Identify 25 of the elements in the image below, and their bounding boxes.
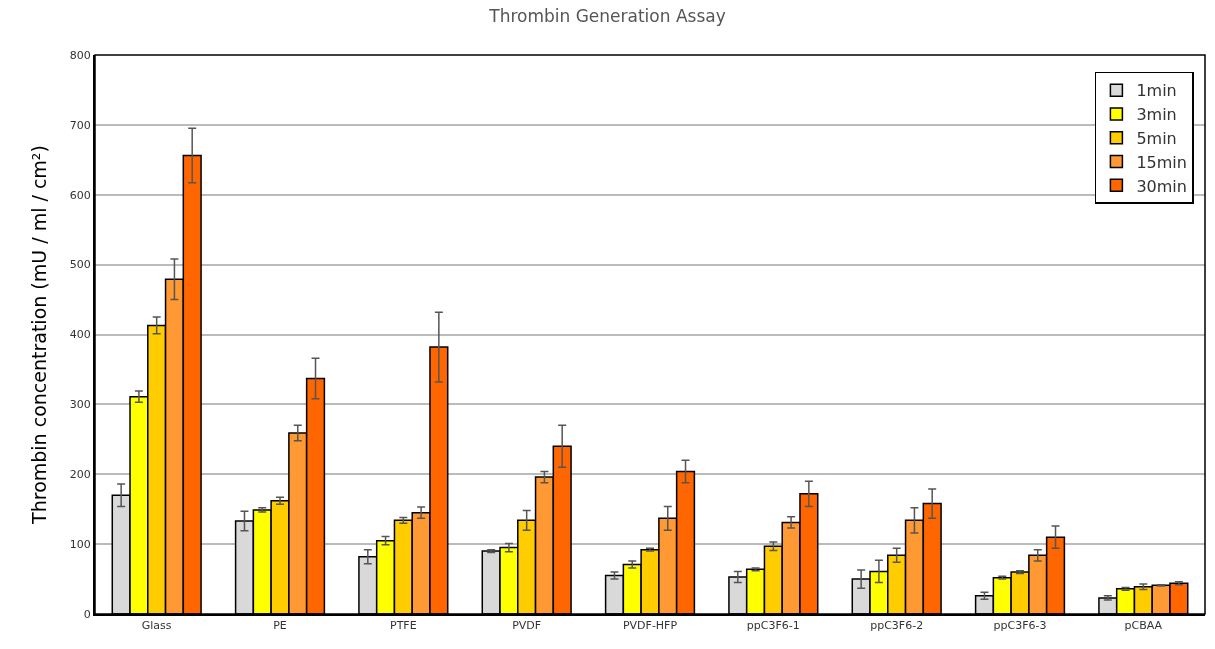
x-tick-label: ppC3F6-3 [993,619,1047,633]
chart-title: Thrombin Generation Assay [488,5,726,26]
y-tick-label: 500 [69,258,91,272]
legend-label: 15min [1136,152,1187,172]
x-tick-label: PTFE [390,619,417,633]
legend-label: 30min [1136,176,1187,196]
legend-label: 1min [1136,81,1177,101]
x-tick-label: pCBAA [1124,619,1163,633]
legend-label: 3min [1136,105,1177,125]
y-tick-label: 700 [69,118,91,132]
y-tick-label: 0 [83,607,91,621]
x-tick-label: Glass [141,619,172,633]
x-tick-label: PVDF-HFP [622,619,678,633]
x-tick-label: ppC3F6-1 [746,619,800,633]
y-tick-label: 600 [69,188,91,202]
y-tick-label: 300 [69,398,91,412]
y-tick-label: 100 [69,537,91,551]
y-axis-title: Thrombin concentration (mU / ml / cm²) [28,145,50,525]
legend-label: 5min [1136,129,1177,149]
x-tick-label: PE [273,619,287,633]
x-tick-label: ppC3F6-2 [870,619,924,633]
y-tick-label: 200 [69,468,91,482]
y-tick-label: 800 [69,48,91,62]
x-tick-label: PVDF [512,619,542,633]
y-tick-label: 400 [69,328,91,342]
